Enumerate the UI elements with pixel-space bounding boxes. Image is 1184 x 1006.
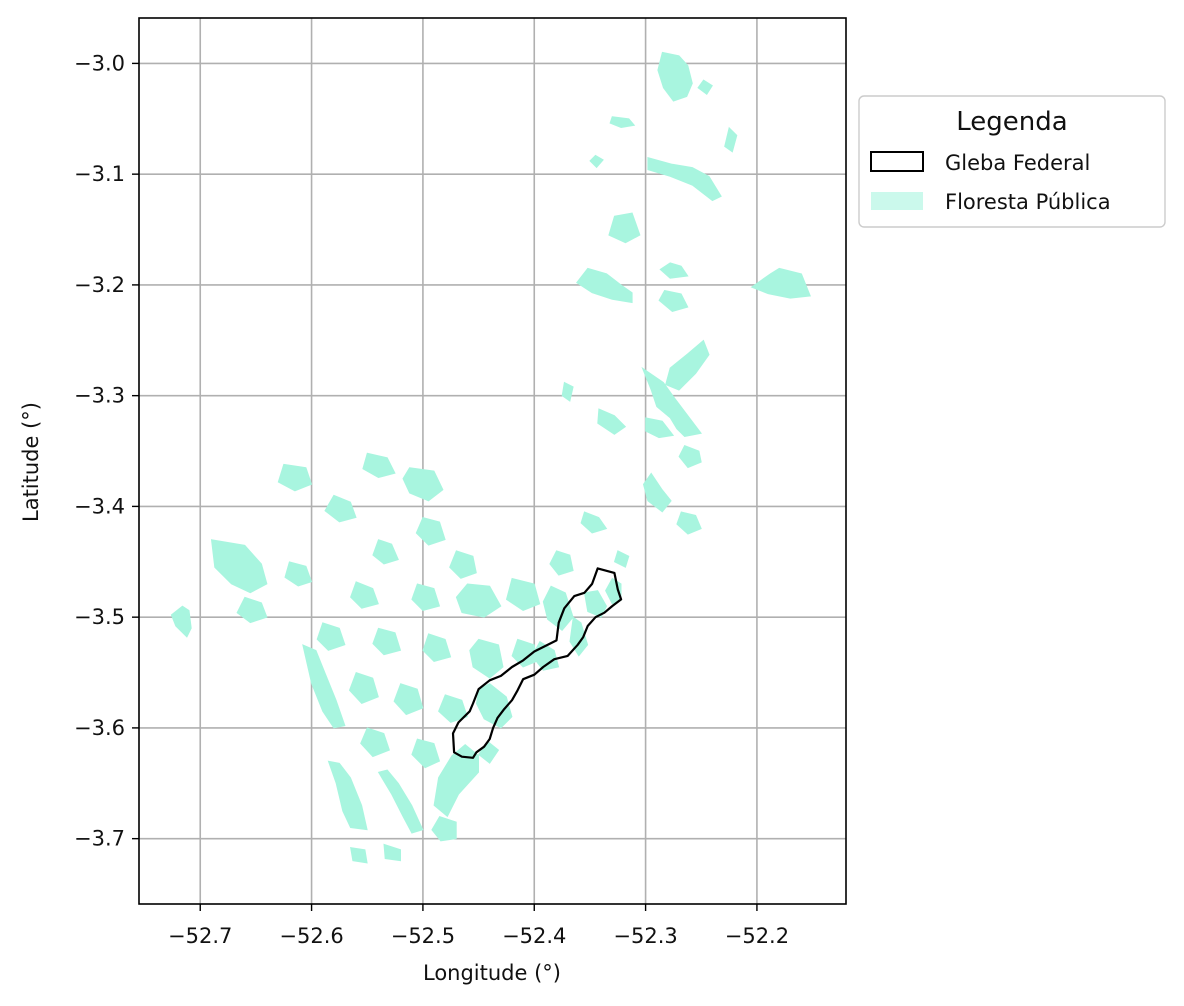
- x-tick-label: −52.3: [613, 924, 677, 948]
- legend-label-gleba-federal: Gleba Federal: [945, 151, 1090, 175]
- floresta-publica-patch: [438, 694, 468, 723]
- x-tick-label: −52.5: [391, 924, 455, 948]
- floresta-publica-patch: [350, 847, 368, 864]
- y-axis-label: Latitude (°): [19, 402, 43, 522]
- x-axis-label: Longitude (°): [423, 961, 561, 985]
- floresta-publica-patch: [327, 760, 368, 831]
- floresta-publica-patch: [170, 605, 192, 638]
- floresta-publica-patch: [665, 339, 710, 391]
- gleba-federal-layer: [451, 567, 623, 759]
- y-tick-label: −3.1: [74, 162, 125, 186]
- floresta-publica-patch: [613, 550, 630, 568]
- x-tick-label: −52.2: [725, 924, 789, 948]
- floresta-publica-patch: [609, 116, 636, 129]
- gleba-federal-outline: [451, 567, 623, 759]
- legend-swatch-floresta-publica: [871, 192, 923, 210]
- floresta-publica-patch: [657, 51, 693, 102]
- floresta-publica-patch: [597, 408, 627, 435]
- floresta-publica-patch: [302, 644, 346, 729]
- floresta-publica-patch: [645, 417, 675, 439]
- floresta-publica-patch: [433, 743, 479, 818]
- floresta-publica-patch: [561, 381, 574, 402]
- floresta-publica-patch: [210, 539, 268, 594]
- y-tick-label: −3.0: [74, 51, 125, 75]
- legend-title: Legenda: [956, 107, 1067, 137]
- floresta-publica-patch: [750, 267, 811, 299]
- grid-lines: [139, 18, 846, 904]
- floresta-publica-patch: [542, 585, 574, 631]
- legend-swatch-gleba-federal: [870, 151, 924, 172]
- plot-frame: [138, 17, 847, 905]
- floresta-publica-patch: [641, 366, 703, 438]
- floresta-publica-patch: [316, 622, 346, 651]
- floresta-publica-patch: [724, 126, 738, 153]
- floresta-publica-patch: [549, 550, 574, 576]
- floresta-publica-patch: [469, 638, 504, 679]
- floresta-publica-patch: [676, 511, 702, 535]
- floresta-publica-patch: [455, 583, 502, 618]
- floresta-publica-patch: [402, 467, 444, 502]
- floresta-publica-patch: [505, 577, 541, 611]
- floresta-publica-patch: [678, 444, 702, 469]
- floresta-publica-patch: [411, 583, 441, 611]
- floresta-publica-patch: [431, 816, 457, 842]
- floresta-publica-patch: [324, 494, 357, 523]
- y-tick-label: −3.7: [74, 827, 125, 851]
- floresta-publica-patch: [422, 633, 452, 662]
- floresta-publica-patch: [377, 769, 424, 834]
- floresta-publica-patch: [348, 671, 379, 704]
- floresta-publica-patch: [659, 262, 689, 279]
- floresta-publica-patch: [697, 79, 713, 95]
- x-tick-label: −52.6: [279, 924, 343, 948]
- floresta-publica-patch: [277, 463, 313, 492]
- x-axis-ticks: −52.7 −52.6 −52.5 −52.4 −52.3 −52.2: [168, 904, 789, 948]
- floresta-publica-layer: [170, 51, 811, 864]
- floresta-publica-patch: [647, 156, 722, 202]
- floresta-publica-patch: [475, 683, 513, 729]
- floresta-publica-patch: [372, 539, 399, 565]
- floresta-publica-patch: [478, 740, 500, 764]
- floresta-publica-patch: [589, 154, 604, 169]
- floresta-publica-patch: [415, 517, 446, 546]
- x-tick-label: −52.7: [168, 924, 232, 948]
- floresta-publica-patch: [393, 683, 424, 716]
- y-tick-label: −3.6: [74, 716, 125, 740]
- floresta-publica-patch: [658, 289, 689, 312]
- floresta-publica-patch: [583, 590, 608, 618]
- y-tick-label: −3.2: [74, 273, 125, 297]
- floresta-publica-patch: [362, 452, 396, 479]
- x-tick-label: −52.4: [502, 924, 566, 948]
- legend: Legenda Gleba Federal Floresta Pública: [858, 95, 1166, 228]
- y-tick-label: −3.4: [74, 494, 125, 518]
- floresta-publica-patch: [569, 616, 589, 657]
- y-tick-label: −3.3: [74, 384, 125, 408]
- floresta-publica-patch: [360, 727, 390, 758]
- y-tick-label: −3.5: [74, 605, 125, 629]
- legend-box: [858, 95, 1166, 228]
- floresta-publica-patch: [372, 627, 402, 656]
- floresta-publica-patch: [236, 596, 268, 624]
- floresta-publica-patch: [580, 511, 608, 534]
- floresta-publica-patch: [284, 561, 313, 587]
- floresta-publica-patch: [411, 738, 441, 769]
- floresta-publica-patch: [576, 267, 633, 304]
- floresta-publica-patch: [449, 550, 477, 579]
- floresta-publica-patch: [608, 212, 641, 244]
- floresta-publica-patch: [350, 581, 379, 609]
- legend-label-floresta-publica: Floresta Pública: [945, 190, 1111, 214]
- floresta-publica-patch: [511, 638, 537, 668]
- floresta-publica-patch: [642, 472, 672, 513]
- y-axis-ticks: −3.0 −3.1 −3.2 −3.3 −3.4 −3.5 −3.6 −3.7: [74, 51, 139, 851]
- floresta-publica-patch: [383, 843, 401, 862]
